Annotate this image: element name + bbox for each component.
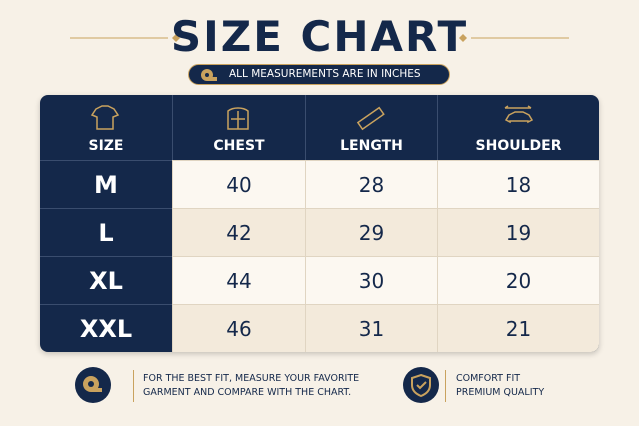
measurement: 42 xyxy=(172,208,305,256)
measurement: 30 xyxy=(305,256,437,304)
divider xyxy=(445,370,446,402)
fit-tip: FOR THE BEST FIT, MEASURE YOUR FAVORITE … xyxy=(143,372,359,400)
badge-text: COMFORT FIT xyxy=(456,373,521,384)
measurement: 31 xyxy=(305,304,437,352)
measurement: 29 xyxy=(305,208,437,256)
measurement: 21 xyxy=(437,304,599,352)
measurement: 19 xyxy=(437,208,599,256)
measurement: 18 xyxy=(437,160,599,208)
title: SIZE CHART xyxy=(170,12,469,61)
size-table: SIZE CHEST LENGTH SHOULDER M 40 28 18 L 42 29 19 XL 4… xyxy=(40,95,599,352)
size-label: M xyxy=(40,160,172,208)
tape-badge xyxy=(75,367,111,403)
measurement: 20 xyxy=(437,256,599,304)
divider xyxy=(133,370,134,402)
column-header: LENGTH xyxy=(305,95,437,160)
column-header: CHEST xyxy=(172,95,305,160)
measurement: 44 xyxy=(172,256,305,304)
size-label: XL xyxy=(40,256,172,304)
tip-line: FOR THE BEST FIT, MEASURE YOUR FAVORITE xyxy=(143,373,360,384)
title-ornament xyxy=(70,34,569,42)
measurement: 28 xyxy=(305,160,437,208)
column-icon xyxy=(356,106,385,131)
column-icon xyxy=(226,107,249,130)
size-label: XXL xyxy=(40,304,172,352)
measurement: 46 xyxy=(172,304,305,352)
badges: COMFORT FIT PREMIUM QUALITY xyxy=(456,372,544,400)
column-header: SHOULDER xyxy=(437,95,599,160)
tip-line: GARMENT AND COMPARE WITH THE CHART. xyxy=(143,387,352,398)
subtitle: ALL MEASUREMENTS ARE IN INCHES xyxy=(229,68,421,80)
subtitle-pill: ALL MEASUREMENTS ARE IN INCHES xyxy=(188,64,450,85)
measurement: 40 xyxy=(172,160,305,208)
column-icon xyxy=(90,105,120,130)
column-header: SIZE xyxy=(88,138,124,154)
shield-badge xyxy=(403,367,439,403)
column-icon xyxy=(504,105,534,124)
tape-icon xyxy=(201,69,217,81)
size-label: L xyxy=(40,208,172,256)
badge-text: PREMIUM QUALITY xyxy=(456,387,545,398)
